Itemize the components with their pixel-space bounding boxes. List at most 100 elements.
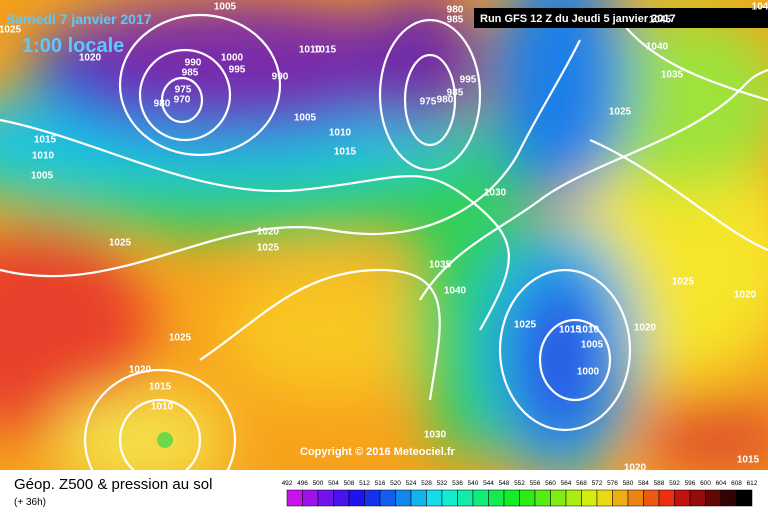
colorbar-tick: 508 <box>344 480 355 487</box>
colorbar-swatch <box>426 489 443 507</box>
colorbar-swatch <box>286 489 303 507</box>
colorbar-tick: 564 <box>561 480 572 487</box>
colorbar-swatch <box>550 489 567 507</box>
isobar-label: 1040 <box>646 42 669 53</box>
isobar-label: 1010 <box>577 325 600 336</box>
colorbar-tick: 512 <box>359 480 370 487</box>
run-info: Run GFS 12 Z du Jeudi 5 janvier 2017 <box>480 13 676 25</box>
colorbar-swatch <box>643 489 660 507</box>
colorbar-swatch <box>395 489 412 507</box>
isobar-label: 1045 <box>649 15 672 26</box>
colorbar-swatch <box>348 489 365 507</box>
colorbar: 492 496 500 504 508 512 516 520 524 528 532 536 540 5… <box>282 480 758 507</box>
isobar-label: 1005 <box>294 113 317 124</box>
colorbar-tick: 568 <box>576 480 587 487</box>
isobar-label: 1015 <box>737 455 760 466</box>
isobar-label: 1000 <box>577 367 600 378</box>
colorbar-swatch <box>658 489 675 507</box>
isobar-label: 1010 <box>151 402 174 413</box>
colorbar-tick: 600 <box>700 480 711 487</box>
colorbar-swatch <box>302 489 319 507</box>
colorbar-swatch <box>488 489 505 507</box>
colorbar-tick: 556 <box>530 480 541 487</box>
isobar-label: 1015 <box>334 147 357 158</box>
isobar-label: 104 <box>752 2 768 13</box>
isobar-label: 985 <box>182 68 199 79</box>
colorbar-swatch <box>581 489 598 507</box>
isobar-label: 1005 <box>581 340 604 351</box>
colorbar-swatch <box>333 489 350 507</box>
colorbar-swatch <box>441 489 458 507</box>
isobar-label: 1025 <box>514 320 537 331</box>
isobar-label: 985 <box>447 88 464 99</box>
isobars <box>0 13 768 470</box>
colorbar-swatch <box>736 489 753 507</box>
isobar-label: 975 <box>420 97 437 108</box>
colorbar-tick: 524 <box>406 480 417 487</box>
colorbar-swatch <box>317 489 334 507</box>
colorbar-tick: 516 <box>375 480 386 487</box>
isobar-label: 1010 <box>329 128 352 139</box>
isobar-label: 1010 <box>299 45 322 56</box>
colorbar-tick: 520 <box>390 480 401 487</box>
isobar-label: 990 <box>185 58 202 69</box>
isobar-label: 985 <box>447 15 464 26</box>
colorbar-swatch <box>364 489 381 507</box>
isobar-label: 980 <box>437 95 454 106</box>
isobar-label: 1025 <box>0 25 22 36</box>
colorbar-tick: 544 <box>483 480 494 487</box>
colorbar-tick: 492 <box>282 480 293 487</box>
isobar-label: 995 <box>229 65 246 76</box>
colorbar-swatch <box>503 489 520 507</box>
colorbar-tick: 580 <box>623 480 634 487</box>
colorbar-swatch <box>472 489 489 507</box>
isobar-label: 1005 <box>31 171 54 182</box>
colorbar-tick: 540 <box>468 480 479 487</box>
colorbar-tick: 504 <box>328 480 339 487</box>
colorbar-tick: 576 <box>607 480 618 487</box>
colorbar-tick: 588 <box>654 480 665 487</box>
isobar-label: 1030 <box>484 188 507 199</box>
isobar-label: 980 <box>447 5 464 16</box>
colorbar-swatch <box>379 489 396 507</box>
colorbar-tick: 604 <box>716 480 727 487</box>
colorbar-tick: 572 <box>592 480 603 487</box>
isobar-label: 1020 <box>257 227 280 238</box>
colorbar-swatch <box>705 489 722 507</box>
colorbar-tick: 584 <box>638 480 649 487</box>
colorbar-swatch <box>457 489 474 507</box>
colorbar-swatch <box>534 489 551 507</box>
isobar-label: 1015 <box>314 45 337 56</box>
copyright: Copyright © 2016 Meteociel.fr <box>300 446 456 458</box>
colorbar-swatch <box>596 489 613 507</box>
isobar-label: 1020 <box>129 365 152 376</box>
isobar-label: 1020 <box>634 323 657 334</box>
isobar-label: 1010 <box>32 151 55 162</box>
colorbar-tick: 528 <box>421 480 432 487</box>
isobar-label: 1025 <box>609 107 632 118</box>
isobar-label: 980 <box>154 99 171 110</box>
colorbar-tick: 612 <box>747 480 758 487</box>
colorbar-tick: 608 <box>731 480 742 487</box>
isobar-label: 970 <box>174 95 191 106</box>
colorbar-tick: 536 <box>452 480 463 487</box>
time: 1:00 locale <box>22 35 124 57</box>
isobar-label: 1030 <box>424 430 447 441</box>
isobar-label: 1005 <box>214 2 237 13</box>
isobar-label: 1020 <box>734 290 757 301</box>
isobar-label: 1025 <box>109 238 132 249</box>
colorbar-swatch <box>674 489 691 507</box>
isobar-label: 1015 <box>34 135 57 146</box>
footer-title: Géop. Z500 & pression au sol <box>14 476 212 493</box>
isobar-label: 1035 <box>429 260 452 271</box>
colorbar-tick: 596 <box>685 480 696 487</box>
colorbar-swatch <box>612 489 629 507</box>
colorbar-tick: 592 <box>669 480 680 487</box>
isobar-label: 975 <box>175 85 192 96</box>
colorbar-swatch <box>689 489 706 507</box>
isobar-label: 1020 <box>624 463 647 474</box>
colorbar-swatch <box>627 489 644 507</box>
